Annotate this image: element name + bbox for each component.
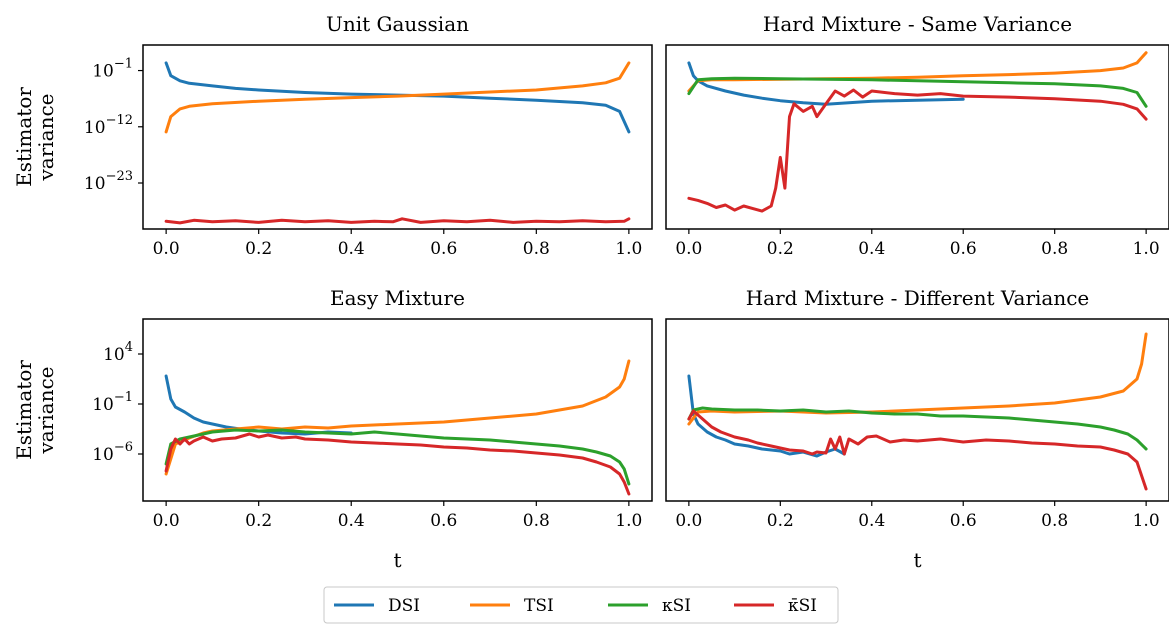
x-tick-label: 0.4 <box>338 511 365 531</box>
x-tick-label: 0.4 <box>858 511 885 531</box>
y-axis-label: Estimator <box>12 360 36 460</box>
legend-label: DSI <box>388 596 420 616</box>
x-tick-label: 0.2 <box>767 239 794 259</box>
panel-title: Unit Gaussian <box>326 12 469 36</box>
legend-entry-kbarSI: κ̄SI <box>734 596 817 616</box>
series-line-kSI <box>687 406 1148 451</box>
x-tick-label: 0.8 <box>1041 239 1068 259</box>
axes-frame <box>665 44 1169 230</box>
y-tick-label: 104 <box>103 340 133 365</box>
x-tick-label: 1.0 <box>1133 511 1160 531</box>
x-tick-label: 0.8 <box>1041 511 1068 531</box>
legend-entry-DSI: DSI <box>334 596 420 616</box>
x-tick-label: 0.0 <box>153 239 180 259</box>
y-tick-label: 10−1 <box>92 57 133 82</box>
x-tick-label: 0.2 <box>767 511 794 531</box>
axes-frame <box>665 318 1169 502</box>
x-tick-label: 0.6 <box>950 511 977 531</box>
x-tick-label: 0.4 <box>338 239 365 259</box>
panel-4: Hard Mixture - Different Variance 0.0 0.2 0… <box>665 286 1169 572</box>
y-axis-label: variance <box>34 366 58 454</box>
legend-entry-TSI: TSI <box>470 596 554 616</box>
x-tick-label: 0.8 <box>523 239 550 259</box>
series-line-DSI <box>164 374 353 436</box>
y-tick-label: 10−23 <box>84 169 133 194</box>
series-line-TSI <box>687 332 1148 426</box>
axes-frame <box>142 318 653 502</box>
x-tick-label: 1.0 <box>1133 239 1160 259</box>
x-axis-label: t <box>913 548 921 572</box>
x-tick-label: 0.2 <box>245 239 272 259</box>
x-tick-label: 0.0 <box>675 239 702 259</box>
x-tick-label: 0.6 <box>430 511 457 531</box>
x-axis-label: t <box>393 548 401 572</box>
legend-label: κ̄SI <box>788 596 817 616</box>
x-tick-label: 1.0 <box>615 511 642 531</box>
y-axis-label: Estimator <box>12 87 36 187</box>
y-axis-label: variance <box>34 93 58 181</box>
series-line-kbarSI <box>164 217 631 225</box>
legend-label: TSI <box>524 596 554 616</box>
y-tick-label: 10−12 <box>84 113 133 138</box>
panel-1: Unit Gaussian 0.0 0.2 0.4 0.6 0.8 1.0 10−1 10−12… <box>12 12 653 259</box>
panel-title: Hard Mixture - Same Variance <box>763 12 1072 36</box>
legend: DSI TSI κSI κ̄SI <box>323 586 839 624</box>
legend-label: κSI <box>662 596 691 616</box>
legend-frame <box>323 586 839 624</box>
panel-2: Hard Mixture - Same Variance 0.0 0.2 0.4 0.6… <box>665 12 1169 259</box>
x-tick-label: 0.4 <box>858 239 885 259</box>
series-line-DSI <box>164 61 631 134</box>
series-line-TSI <box>164 61 631 134</box>
panel-title: Hard Mixture - Different Variance <box>746 286 1090 310</box>
x-tick-label: 0.2 <box>245 511 272 531</box>
series-line-kSI <box>164 428 631 486</box>
series-line-DSI <box>687 61 965 106</box>
series-line-TSI <box>164 359 631 476</box>
x-tick-label: 0.8 <box>523 511 550 531</box>
legend-entry-kSI: κSI <box>608 596 691 616</box>
x-tick-label: 1.0 <box>615 239 642 259</box>
panel-title: Easy Mixture <box>330 286 465 310</box>
x-tick-label: 0.6 <box>950 239 977 259</box>
y-tick-label: 10−6 <box>92 440 133 465</box>
axes-frame <box>142 44 653 230</box>
series-line-kSI <box>687 76 1148 108</box>
x-tick-label: 0.0 <box>675 511 702 531</box>
series-line-kbarSI <box>687 409 1148 491</box>
x-tick-label: 0.6 <box>430 239 457 259</box>
series-line-kbarSI <box>164 432 631 496</box>
series-line-kbarSI <box>687 88 1148 213</box>
y-tick-label: 10−1 <box>92 390 133 415</box>
panel-3: Easy Mixture 0.0 0.2 0.4 0.6 0.8 1.0 104 10−1 10−… <box>12 286 653 572</box>
x-tick-label: 0.0 <box>153 511 180 531</box>
